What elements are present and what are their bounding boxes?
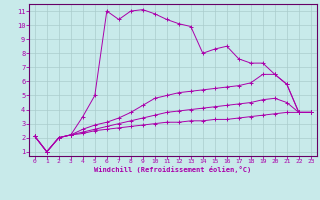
X-axis label: Windchill (Refroidissement éolien,°C): Windchill (Refroidissement éolien,°C) [94,166,252,173]
